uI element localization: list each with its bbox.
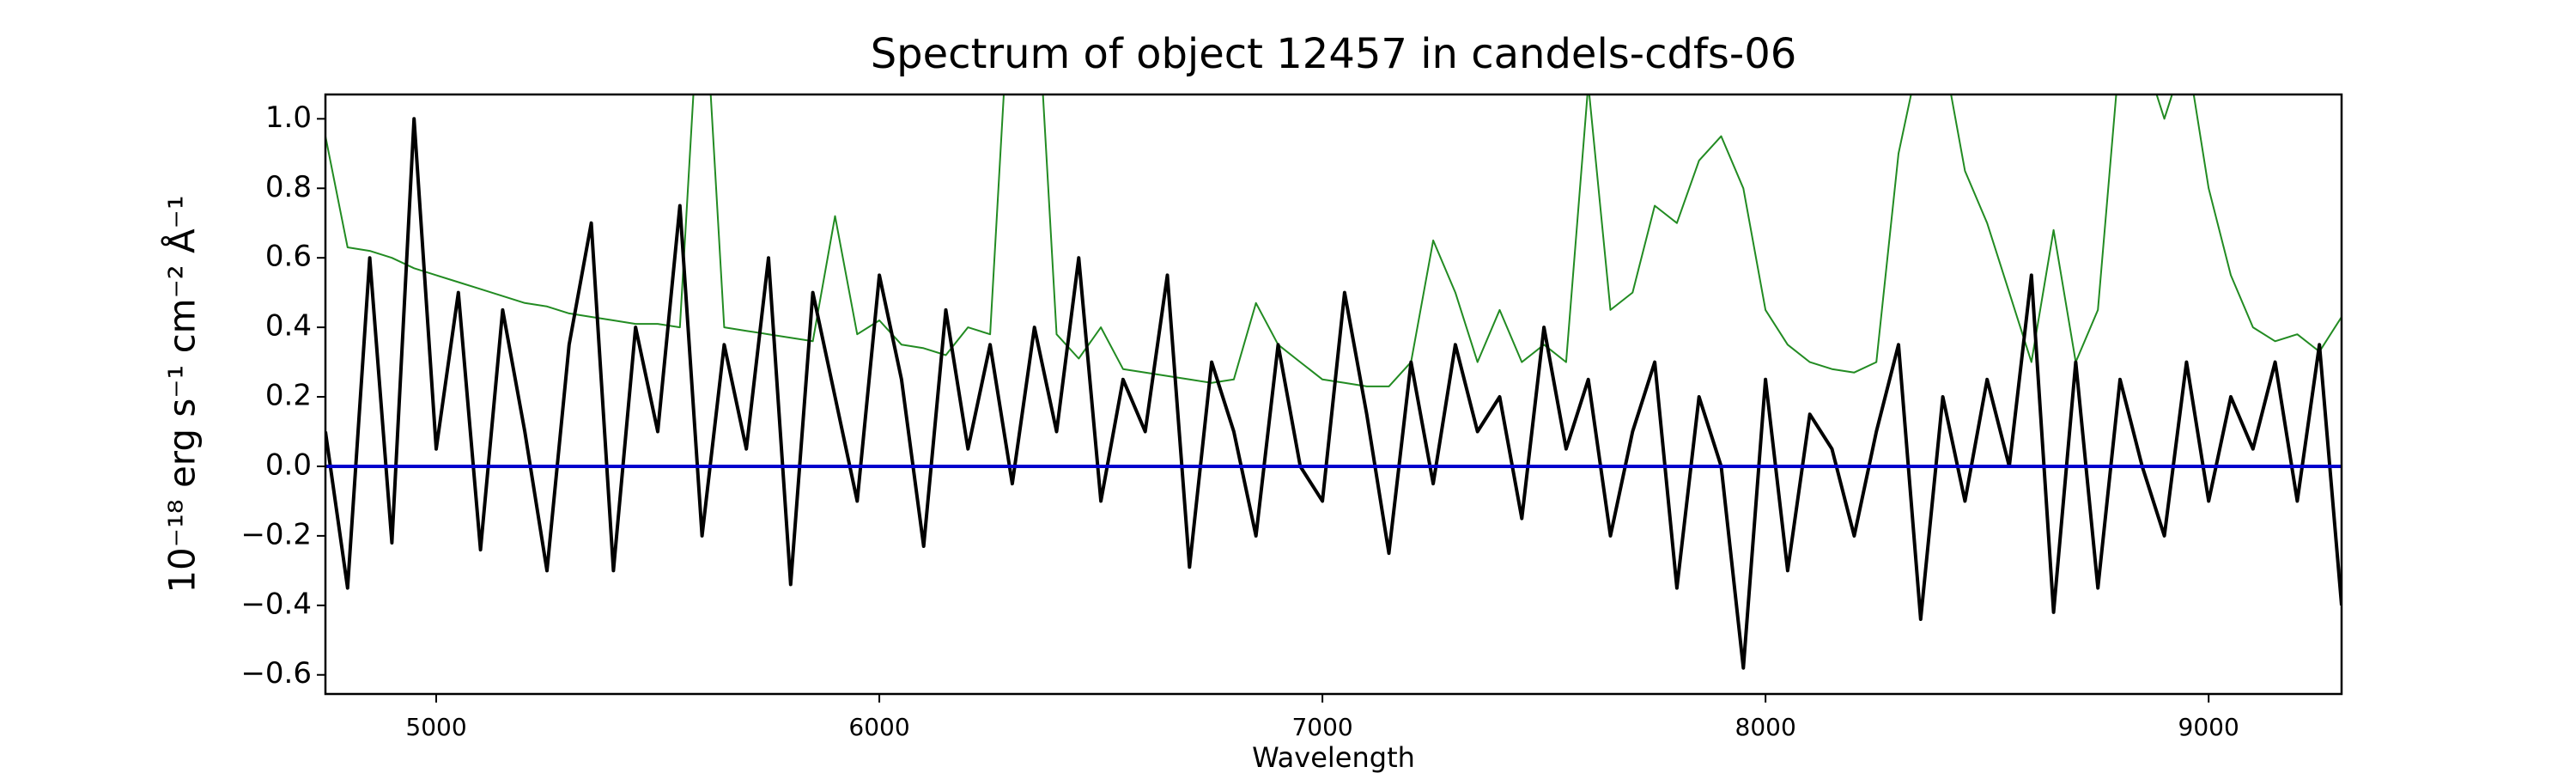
- x-tick-label: 6000: [848, 713, 909, 741]
- y-tick-label: −0.2: [240, 517, 312, 551]
- plot-lines: [325, 94, 2342, 670]
- plot-frame: [324, 93, 2343, 696]
- y-tick-label: 0.8: [265, 170, 312, 204]
- y-tick-label: 0.4: [265, 309, 312, 344]
- x-tick-label: 8000: [1735, 713, 1796, 741]
- x-tick-label: 9000: [2178, 713, 2239, 741]
- x-tick-label: 5000: [405, 713, 466, 741]
- y-tick-label: 0.6: [265, 240, 312, 274]
- y-tick-label: 0.0: [265, 447, 312, 482]
- y-tick-label: −0.4: [240, 587, 312, 621]
- y-tick-label: 0.2: [265, 379, 312, 413]
- x-axis-label: Wavelength: [1252, 741, 1415, 773]
- spectrum-line: [325, 117, 2342, 670]
- chart-title: Spectrum of object 12457 in candels-cdfs…: [871, 30, 1797, 78]
- y-tick-label: 1.0: [265, 100, 312, 135]
- y-axis-label: 10⁻¹⁸ erg s⁻¹ cm⁻² Å⁻¹: [161, 195, 204, 593]
- x-tick-label: 7000: [1291, 713, 1352, 741]
- y-tick-label: −0.6: [240, 656, 312, 691]
